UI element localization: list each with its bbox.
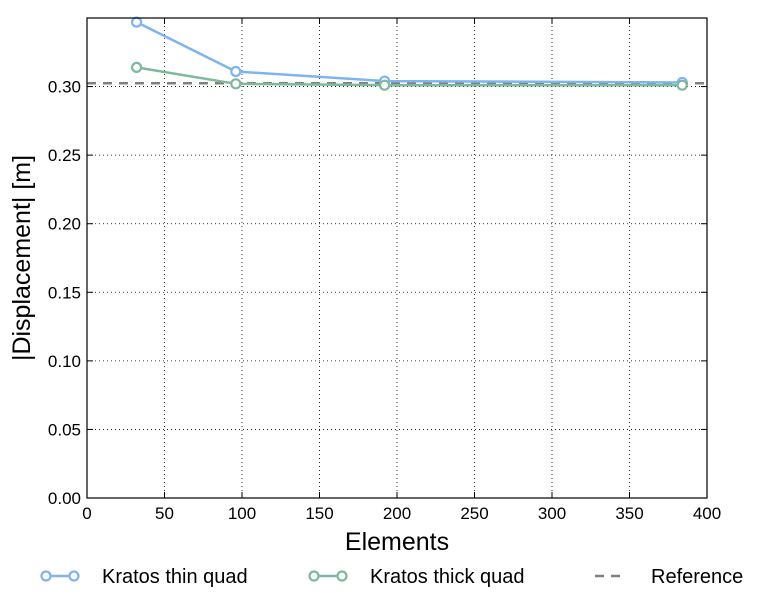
x-tick-label: 350 [615,504,643,523]
y-tick-label: 0.15 [48,283,81,302]
x-tick-label: 200 [383,504,411,523]
legend-marker-2 [308,570,320,582]
y-tick-label: 0.00 [48,489,81,508]
legend: Kratos thin quad Kratos thick quad Referen… [40,566,743,588]
x-tick-label: 0 [82,504,91,523]
x-tick-label: 300 [538,504,566,523]
legend-marker-1 [40,570,52,582]
tick-labels: 0 50 100 150 200 250 300 350 400 0.00 0.05 0.10 0.15… [48,78,721,523]
x-tick-label: 100 [228,504,256,523]
y-axis-title: |Displacement| [m] [8,155,36,361]
series-2-point [230,78,242,90]
series-2-point [379,79,391,91]
plot-markers [131,16,688,91]
y-tick-label: 0.25 [48,146,81,165]
series-line-1 [136,20,683,84]
y-tick-label: 0.05 [48,420,81,439]
x-tick-label: 50 [155,504,174,523]
series-1-point [131,16,143,28]
y-tick-label: 0.10 [48,352,81,371]
series-1-point [230,65,242,78]
series-line-2 [136,66,683,87]
legend-marker-1 [68,570,80,582]
series-2-point [131,61,143,73]
x-tick-label: 400 [693,504,721,523]
legend-marker-2 [336,570,348,582]
x-tick-label: 250 [460,504,488,523]
legend-label-1: Kratos thin quad [102,566,248,588]
grid-lines [87,18,707,498]
x-tick-label: 150 [305,504,333,523]
series-2-point [676,79,688,91]
legend-label-2: Kratos thick quad [370,566,525,588]
x-axis-title: Elements [345,528,449,556]
y-tick-label: 0.20 [48,215,81,234]
plot-data [87,20,707,87]
y-tick-label: 0.30 [48,78,81,97]
plot-frame [86,17,708,499]
legend-label-reference: Reference [651,566,743,588]
